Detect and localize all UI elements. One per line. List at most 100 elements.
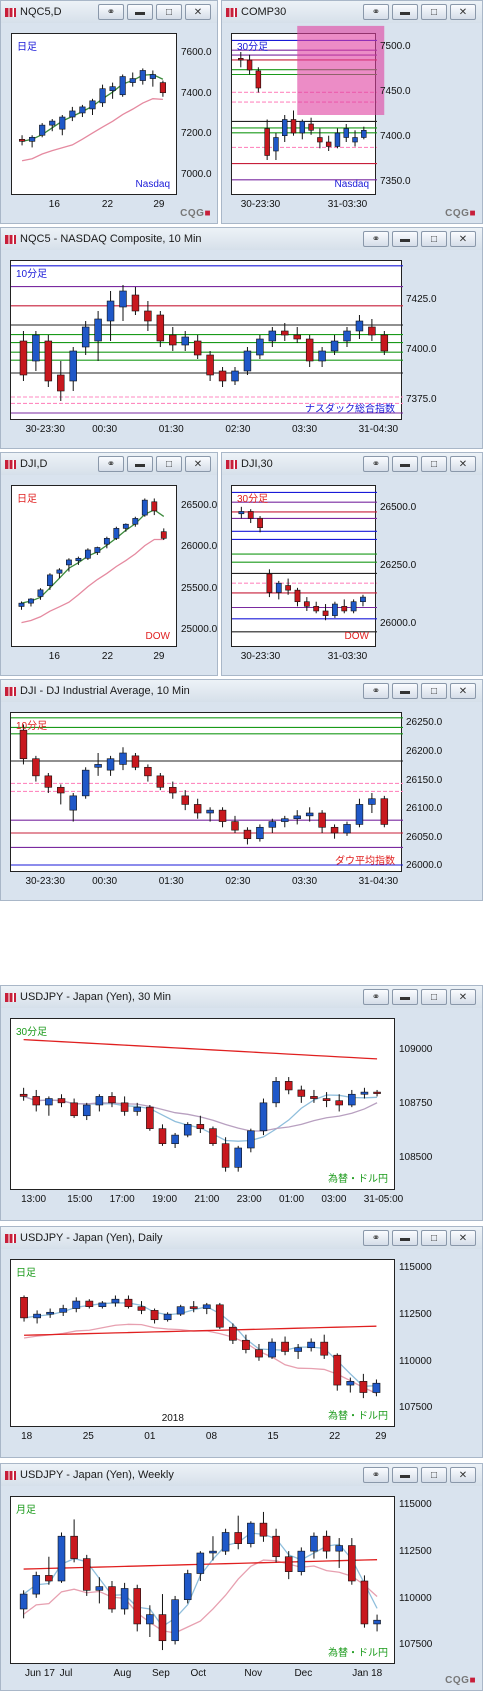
candle: [181, 790, 189, 811]
chart-plot-area[interactable]: 日足 為替・ドル円: [10, 1259, 395, 1427]
candle: [150, 1308, 159, 1324]
link-button[interactable]: ⚭: [363, 1230, 389, 1246]
maximize-button[interactable]: □: [421, 683, 447, 699]
candlestick-chart: [18, 498, 167, 624]
link-button[interactable]: ⚭: [363, 4, 389, 20]
candle: [228, 1323, 237, 1344]
minimize-button[interactable]: ▬: [392, 456, 418, 472]
y-tick-label: 107500: [399, 1639, 433, 1651]
maximize-button[interactable]: □: [156, 456, 182, 472]
candle: [146, 1605, 154, 1637]
link-button[interactable]: ⚭: [363, 683, 389, 699]
minimize-button[interactable]: ▬: [392, 4, 418, 20]
candle: [305, 335, 314, 367]
y-tick-label: 7400.0: [181, 87, 212, 99]
maximize-button[interactable]: □: [421, 4, 447, 20]
close-button[interactable]: ✕: [185, 4, 211, 20]
candle: [255, 67, 262, 93]
minimize-button[interactable]: ▬: [392, 231, 418, 247]
comp30-panel: COMP30 ⚭ ▬ □ ✕ 30分足 Nasdaq 7500.0 7450.0 7400.0…: [221, 0, 483, 224]
link-button[interactable]: ⚭: [363, 989, 389, 1005]
maximize-button[interactable]: □: [421, 989, 447, 1005]
cqg-logo-icon: [5, 1233, 16, 1243]
link-button[interactable]: ⚭: [363, 1467, 389, 1483]
x-tick-label: 03:30: [292, 424, 318, 435]
link-button[interactable]: ⚭: [98, 4, 124, 20]
candle: [32, 755, 40, 782]
maximize-button[interactable]: □: [156, 4, 182, 20]
close-button[interactable]: ✕: [450, 1230, 476, 1246]
close-button[interactable]: ✕: [185, 456, 211, 472]
candle: [193, 335, 202, 359]
candle: [348, 1089, 356, 1108]
minimize-button[interactable]: ▬: [392, 1467, 418, 1483]
chart-plot-area[interactable]: 日足 Nasdaq: [11, 33, 177, 195]
candle: [360, 1575, 369, 1628]
x-tick-label: 25: [82, 1431, 94, 1442]
close-button[interactable]: ✕: [450, 683, 476, 699]
chart-plot-area[interactable]: 30分足 為替・ドル円: [10, 1018, 395, 1190]
chart-plot-area[interactable]: 30分足 Nasdaq: [231, 25, 385, 195]
close-button[interactable]: ✕: [450, 989, 476, 1005]
close-button[interactable]: ✕: [450, 4, 476, 20]
candle: [106, 291, 115, 341]
x-tick-label: 01:30: [158, 424, 184, 435]
chart-plot-area[interactable]: 10分足 ダウ平均指数: [10, 712, 403, 872]
candle: [171, 1132, 179, 1148]
link-button[interactable]: ⚭: [363, 456, 389, 472]
candle: [122, 523, 129, 532]
candle: [158, 1124, 167, 1146]
candle: [139, 68, 146, 85]
maximize-button[interactable]: □: [421, 231, 447, 247]
x-tick-label: 30-23:30: [240, 199, 281, 210]
candle: [103, 536, 110, 549]
candle: [19, 724, 28, 765]
cqg-logo-icon: [226, 459, 237, 469]
maximize-button[interactable]: □: [421, 456, 447, 472]
cqg-logo-icon: [226, 7, 237, 17]
candle: [247, 1128, 255, 1153]
dow-30min-panel: DJI,30 ⚭ ▬ □ ✕ 30分足 DOW 26500.0 26250.0 26000.0…: [221, 452, 483, 676]
candle: [169, 327, 177, 351]
title-bar: NQC5 - NASDAQ Composite, 10 Min ⚭ ▬ □ ✕: [1, 228, 482, 250]
y-tick-label: 26250.0: [406, 717, 443, 729]
chart-plot-area[interactable]: 10分足 ナスダック総合指数: [10, 260, 403, 420]
maximize-button[interactable]: □: [421, 1467, 447, 1483]
candle: [124, 1295, 133, 1309]
x-tick-label: 16: [48, 199, 60, 210]
minimize-button[interactable]: ▬: [127, 456, 153, 472]
candle: [234, 1515, 242, 1550]
candle: [44, 773, 53, 793]
candle: [160, 528, 167, 540]
x-tick-label: 00:30: [92, 876, 118, 887]
link-button[interactable]: ⚭: [363, 231, 389, 247]
candle: [85, 1299, 94, 1309]
title-bar: USDJPY - Japan (Yen), 30 Min ⚭ ▬ □ ✕: [1, 986, 482, 1008]
y-tick-label: 7375.0: [406, 394, 437, 405]
candle: [57, 1532, 66, 1583]
close-button[interactable]: ✕: [450, 1467, 476, 1483]
candle: [57, 361, 65, 401]
candle: [281, 1336, 289, 1356]
candle: [299, 119, 306, 140]
link-button[interactable]: ⚭: [98, 456, 124, 472]
candle: [169, 781, 177, 799]
candle: [56, 568, 63, 579]
chart-plot-area[interactable]: 日足 DOW: [11, 485, 177, 647]
close-button[interactable]: ✕: [450, 231, 476, 247]
candle: [37, 588, 44, 600]
candle: [256, 824, 264, 842]
candle: [343, 124, 349, 142]
minimize-button[interactable]: ▬: [392, 683, 418, 699]
minimize-button[interactable]: ▬: [392, 1230, 418, 1246]
minimize-button[interactable]: ▬: [127, 4, 153, 20]
chart-plot-area[interactable]: 30分足 DOW: [231, 485, 377, 647]
title-bar: NQC5,D ⚭ ▬ □ ✕: [1, 1, 217, 23]
maximize-button[interactable]: □: [421, 1230, 447, 1246]
minimize-button[interactable]: ▬: [392, 989, 418, 1005]
chart-plot-area[interactable]: 月足 為替・ドル円: [10, 1496, 395, 1664]
usdjpy-30min-panel: USDJPY - Japan (Yen), 30 Min ⚭ ▬ □ ✕ 30分足 為替…: [0, 985, 483, 1221]
candle: [129, 72, 136, 87]
close-button[interactable]: ✕: [450, 456, 476, 472]
candle: [29, 135, 36, 148]
